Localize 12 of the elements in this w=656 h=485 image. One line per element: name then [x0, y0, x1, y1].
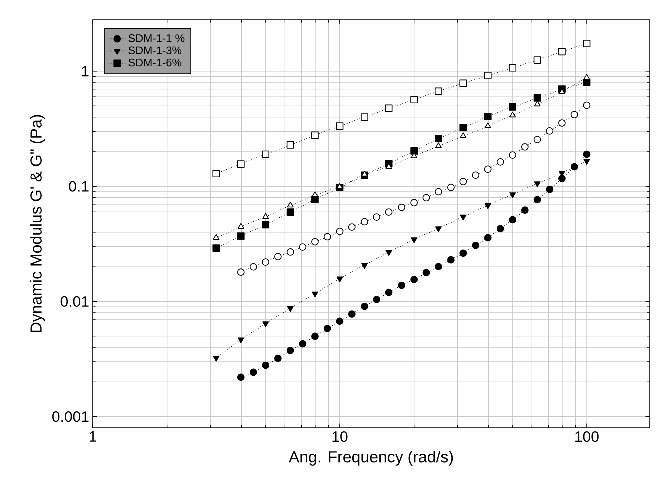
- y-tick-label: 1: [82, 66, 89, 77]
- legend-label: SDM-1-3%: [128, 46, 182, 54]
- y-tick-label: 0.01: [60, 296, 89, 308]
- x-tick-label: 1: [90, 432, 96, 442]
- y-tick-label: 0.1: [69, 181, 89, 192]
- x-tick-label: 100: [576, 432, 599, 442]
- x-axis-title: Ang. Frequency (rad/s): [288, 450, 454, 466]
- legend-label: SDM-1-6%: [128, 58, 182, 67]
- y-tick-label: 0.001: [52, 412, 89, 422]
- legend-label: SDM-1-1 %: [128, 34, 185, 42]
- x-tick-label: 10: [332, 432, 348, 442]
- y-axis-title: Dynamic Modulus G' & G" (Pa): [30, 115, 46, 332]
